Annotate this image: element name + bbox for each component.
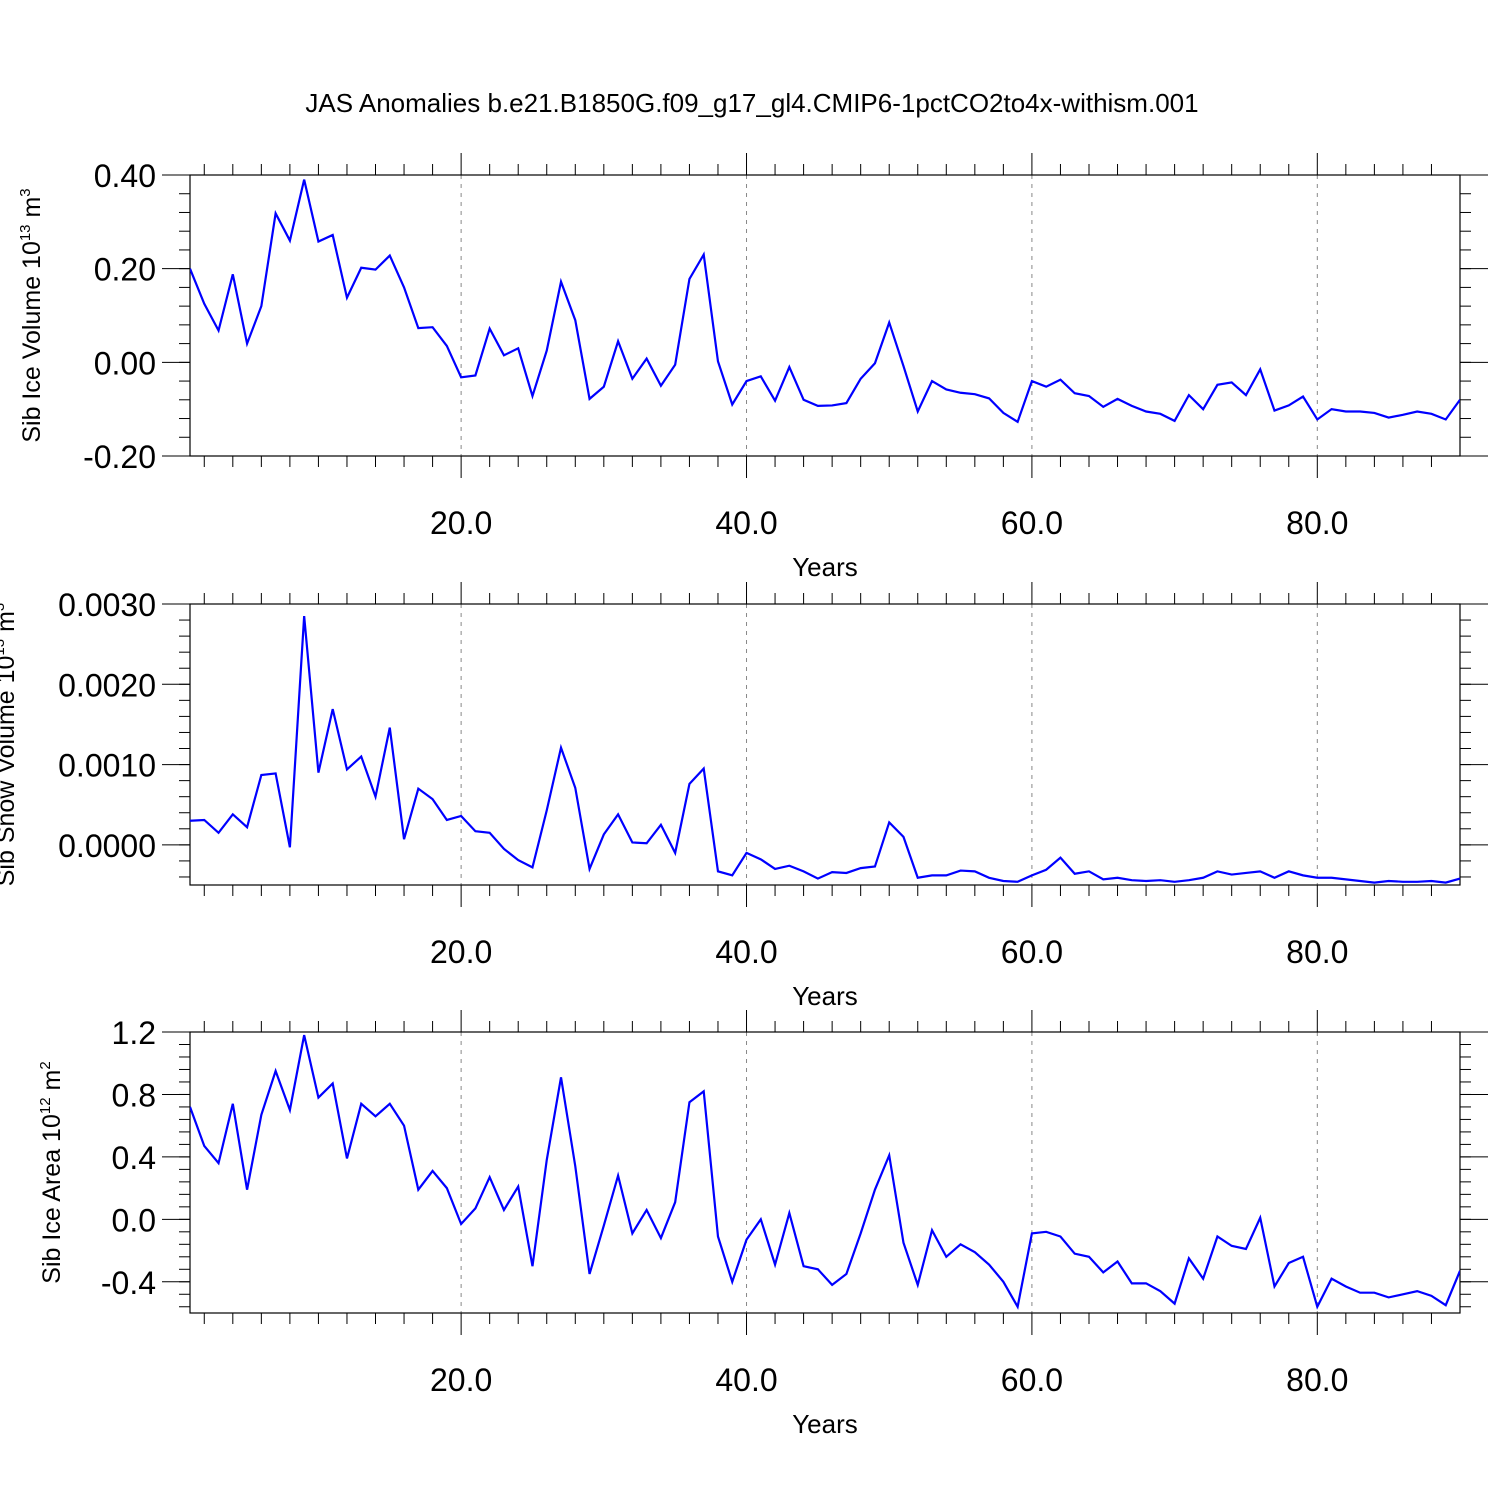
x-tick-label: 20.0 (430, 505, 492, 541)
y-axis-title-sup1: 13 (17, 224, 34, 241)
y-axis-title-text: Sib Ice Volume 10 (18, 241, 46, 443)
series-line (190, 179, 1460, 424)
y-tick-label: -0.20 (83, 439, 156, 475)
x-tick-label: 80.0 (1286, 505, 1348, 541)
y-axis-title-sup1: 13 (0, 639, 8, 656)
x-tick-label: 60.0 (1001, 505, 1063, 541)
x-tick-label: 40.0 (715, 934, 777, 970)
y-axis-title-sup1: 12 (37, 1097, 54, 1114)
y-axis-title: Sib Ice Area 1012 m2 (37, 1061, 66, 1283)
x-tick-label: 20.0 (430, 934, 492, 970)
plot-frame (189, 174, 1461, 457)
x-axis-title: Years (792, 552, 858, 582)
x-axis-title: Years (792, 981, 858, 1011)
y-axis-title-sup2: 3 (0, 603, 8, 611)
panel-3: -0.4 0.0 0.4 0.8 1.2 20.0 40.0 60.0 80.0 Years Sib… (37, 1010, 1488, 1439)
y-tick-label: 0.0000 (58, 828, 156, 864)
y-tick-label: 0.20 (94, 252, 156, 288)
y-axis-title: Sib Snow Volume 1013 m3 (0, 603, 20, 887)
x-tick-label: 40.0 (715, 1362, 777, 1398)
x-tick-label: 80.0 (1286, 1362, 1348, 1398)
x-tick-label: 20.0 (430, 1362, 492, 1398)
y-tick-label: 0.00 (94, 345, 156, 381)
plot-frame (189, 1031, 1461, 1314)
x-tick-label: 60.0 (1001, 1362, 1063, 1398)
series-line (190, 615, 1460, 884)
y-axis-title-sup2: 2 (37, 1061, 54, 1069)
plot-frame (189, 603, 1461, 886)
y-axis-title-mid: m (0, 611, 20, 639)
figure-title: JAS Anomalies b.e21.B1850G.f09_g17_gl4.C… (305, 88, 1198, 118)
y-axis-title-text: Sib Ice Area 10 (38, 1114, 66, 1284)
y-tick-label: 0.0 (112, 1202, 156, 1238)
y-tick-label: 0.8 (112, 1077, 156, 1113)
panel-1: -0.20 0.00 0.20 0.40 20.0 40.0 60.0 80.0 Years Si… (17, 153, 1488, 582)
series-line (190, 1034, 1460, 1310)
y-tick-label: 0.0030 (58, 587, 156, 623)
y-tick-label: 0.0010 (58, 748, 156, 784)
y-tick-label: 0.40 (94, 158, 156, 194)
y-axis-title-mid: m (18, 197, 46, 225)
y-tick-label: -0.4 (101, 1265, 156, 1301)
x-axis-title: Years (792, 1409, 858, 1439)
panel-2: 0.0000 0.0010 0.0020 0.0030 20.0 40.0 60.0 80.0… (0, 582, 1488, 1011)
y-tick-label: 0.4 (112, 1140, 156, 1176)
y-axis-title-mid: m (38, 1070, 66, 1098)
y-axis-title: Sib Ice Volume 1013 m3 (17, 188, 46, 442)
y-axis-title-sup2: 3 (17, 188, 34, 196)
y-tick-label: 0.0020 (58, 667, 156, 703)
x-tick-label: 60.0 (1001, 934, 1063, 970)
x-tick-label: 80.0 (1286, 934, 1348, 970)
x-tick-label: 40.0 (715, 505, 777, 541)
y-axis-title-text: Sib Snow Volume 10 (0, 656, 20, 887)
y-tick-label: 1.2 (112, 1015, 156, 1051)
